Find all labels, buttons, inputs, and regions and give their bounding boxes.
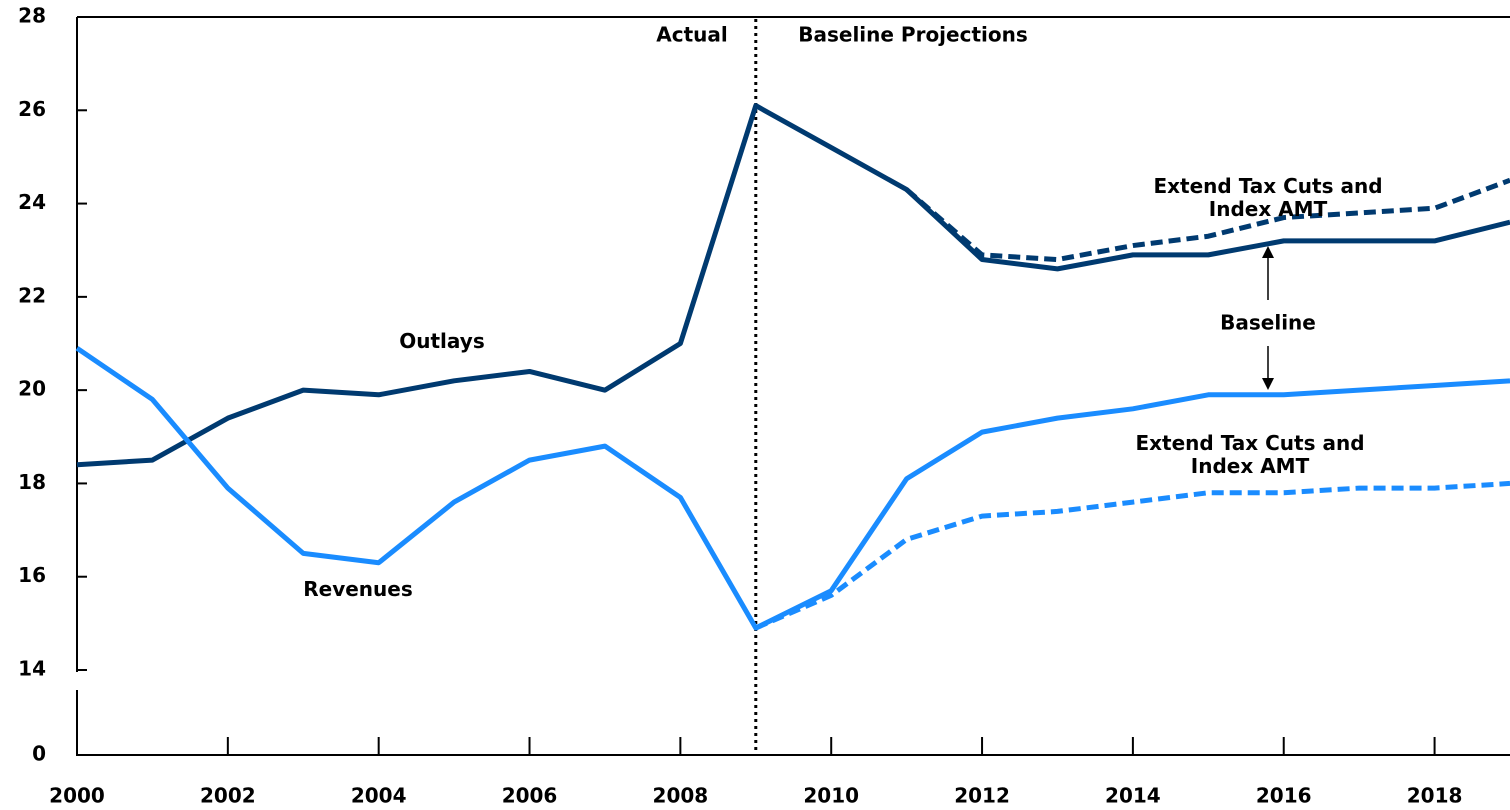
- y-tick-label: 22: [18, 283, 46, 307]
- x-tick-label: 2008: [653, 784, 709, 808]
- y-tick-label: 16: [18, 563, 46, 587]
- y-tick-label: 18: [18, 470, 46, 494]
- arrow-head: [1262, 246, 1274, 258]
- annotation: Baseline: [1220, 311, 1316, 335]
- y-tick-label: 14: [18, 657, 46, 681]
- x-tick-label: 2002: [200, 784, 256, 808]
- arrow-head: [1262, 378, 1274, 390]
- x-tick-label: 2004: [351, 784, 407, 808]
- y-tick-label: 20: [18, 377, 46, 401]
- y-tick-label: 24: [18, 190, 46, 214]
- y-tick-label: 0: [32, 742, 46, 766]
- x-tick-label: 2014: [1105, 784, 1161, 808]
- x-tick-label: 2000: [49, 784, 105, 808]
- x-tick-label: 2010: [803, 784, 859, 808]
- series-line: [904, 177, 1510, 263]
- x-tick-label: 2012: [954, 784, 1010, 808]
- series-line: [76, 103, 1510, 468]
- series-label: Extend Tax Cuts and Index AMT: [1135, 431, 1365, 478]
- series-label: Revenues: [303, 576, 413, 601]
- x-tick-label: 2006: [502, 784, 558, 808]
- series-label: Outlays: [399, 328, 485, 353]
- y-tick-label: 28: [18, 4, 46, 28]
- annotation: Actual: [656, 23, 727, 47]
- x-tick-label: 2016: [1256, 784, 1312, 808]
- series-label: Extend Tax Cuts and Index AMT: [1153, 174, 1383, 221]
- y-tick-label: 26: [18, 97, 46, 121]
- series-line: [754, 480, 1510, 631]
- annotation: Baseline Projections: [798, 23, 1028, 47]
- x-tick-label: 2018: [1407, 784, 1463, 808]
